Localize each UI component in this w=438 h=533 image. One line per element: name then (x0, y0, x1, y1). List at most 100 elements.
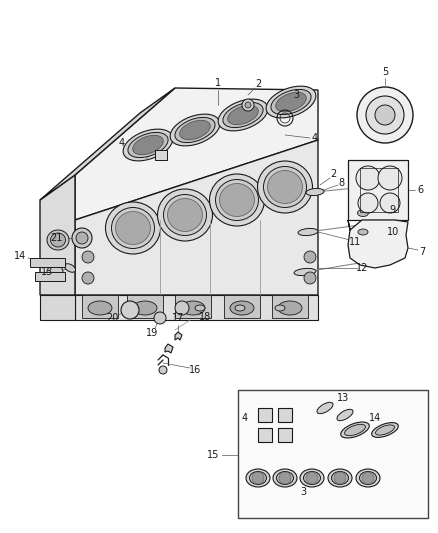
Ellipse shape (298, 229, 318, 236)
Text: 12: 12 (356, 263, 368, 273)
Ellipse shape (273, 469, 297, 487)
Text: 15: 15 (207, 450, 219, 460)
Ellipse shape (167, 198, 202, 231)
Polygon shape (348, 220, 408, 268)
Ellipse shape (47, 230, 69, 250)
Ellipse shape (275, 305, 285, 311)
Circle shape (378, 166, 402, 190)
Text: 16: 16 (189, 365, 201, 375)
Polygon shape (75, 88, 318, 220)
Polygon shape (127, 295, 163, 318)
Ellipse shape (88, 301, 112, 315)
Text: 18: 18 (199, 312, 211, 322)
Ellipse shape (215, 180, 258, 221)
Circle shape (366, 96, 404, 134)
Ellipse shape (304, 472, 321, 484)
Ellipse shape (123, 129, 173, 161)
Polygon shape (82, 295, 118, 318)
Ellipse shape (106, 202, 160, 254)
Ellipse shape (219, 183, 254, 216)
Circle shape (82, 251, 94, 263)
Ellipse shape (228, 106, 258, 125)
Ellipse shape (64, 264, 75, 272)
Ellipse shape (223, 102, 263, 127)
Circle shape (279, 472, 291, 484)
Ellipse shape (112, 207, 155, 248)
Text: 5: 5 (382, 67, 388, 77)
Ellipse shape (278, 301, 302, 315)
Text: 9: 9 (389, 205, 395, 215)
Bar (30, 258, 65, 267)
Ellipse shape (372, 423, 398, 438)
Ellipse shape (264, 166, 307, 207)
Ellipse shape (375, 425, 395, 435)
Ellipse shape (250, 472, 266, 484)
Ellipse shape (276, 92, 306, 112)
Text: 3: 3 (300, 487, 306, 497)
Polygon shape (272, 295, 308, 318)
Ellipse shape (181, 301, 205, 315)
Text: 2: 2 (255, 79, 261, 89)
Ellipse shape (332, 472, 349, 484)
Ellipse shape (133, 135, 163, 155)
Polygon shape (175, 295, 211, 318)
Ellipse shape (341, 422, 369, 438)
Bar (258, 408, 272, 422)
Bar (258, 428, 272, 442)
Polygon shape (40, 295, 75, 320)
Text: 17: 17 (172, 313, 184, 323)
Ellipse shape (306, 189, 324, 196)
Ellipse shape (180, 120, 210, 140)
Polygon shape (75, 295, 318, 320)
Circle shape (304, 272, 316, 284)
Polygon shape (40, 88, 175, 200)
Polygon shape (75, 140, 318, 295)
Polygon shape (165, 344, 173, 353)
Ellipse shape (360, 472, 377, 484)
Text: 6: 6 (417, 185, 423, 195)
Ellipse shape (175, 117, 215, 143)
Ellipse shape (300, 469, 324, 487)
Text: 21: 21 (50, 233, 62, 243)
Text: 7: 7 (419, 247, 425, 257)
Ellipse shape (158, 189, 212, 241)
Bar (278, 428, 292, 442)
Ellipse shape (357, 209, 368, 216)
Polygon shape (40, 175, 75, 295)
Bar (155, 150, 167, 160)
Ellipse shape (170, 114, 220, 146)
Circle shape (242, 99, 254, 111)
Ellipse shape (133, 301, 157, 315)
Text: 2: 2 (330, 169, 336, 179)
Text: 14: 14 (14, 251, 26, 261)
Ellipse shape (294, 269, 316, 276)
Ellipse shape (218, 99, 268, 131)
Bar (238, 390, 428, 518)
Bar (278, 408, 292, 422)
Text: 4: 4 (119, 138, 125, 148)
Ellipse shape (258, 161, 312, 213)
Circle shape (245, 102, 251, 108)
Ellipse shape (266, 86, 316, 118)
Text: 11: 11 (349, 237, 361, 247)
Polygon shape (175, 332, 182, 340)
Circle shape (356, 166, 380, 190)
Ellipse shape (317, 402, 333, 414)
Text: 10: 10 (387, 227, 399, 237)
Ellipse shape (276, 472, 293, 484)
Circle shape (76, 232, 88, 244)
Ellipse shape (235, 305, 245, 311)
Bar (35, 272, 65, 281)
Circle shape (380, 193, 400, 213)
Ellipse shape (163, 195, 206, 236)
Ellipse shape (358, 229, 368, 235)
Ellipse shape (354, 207, 372, 219)
Circle shape (72, 228, 92, 248)
Text: 1: 1 (215, 78, 221, 88)
Bar (360, 168, 398, 212)
Circle shape (334, 472, 346, 484)
Text: 8: 8 (338, 178, 344, 188)
Text: 13: 13 (41, 267, 53, 277)
Ellipse shape (345, 424, 365, 435)
Ellipse shape (337, 409, 353, 421)
